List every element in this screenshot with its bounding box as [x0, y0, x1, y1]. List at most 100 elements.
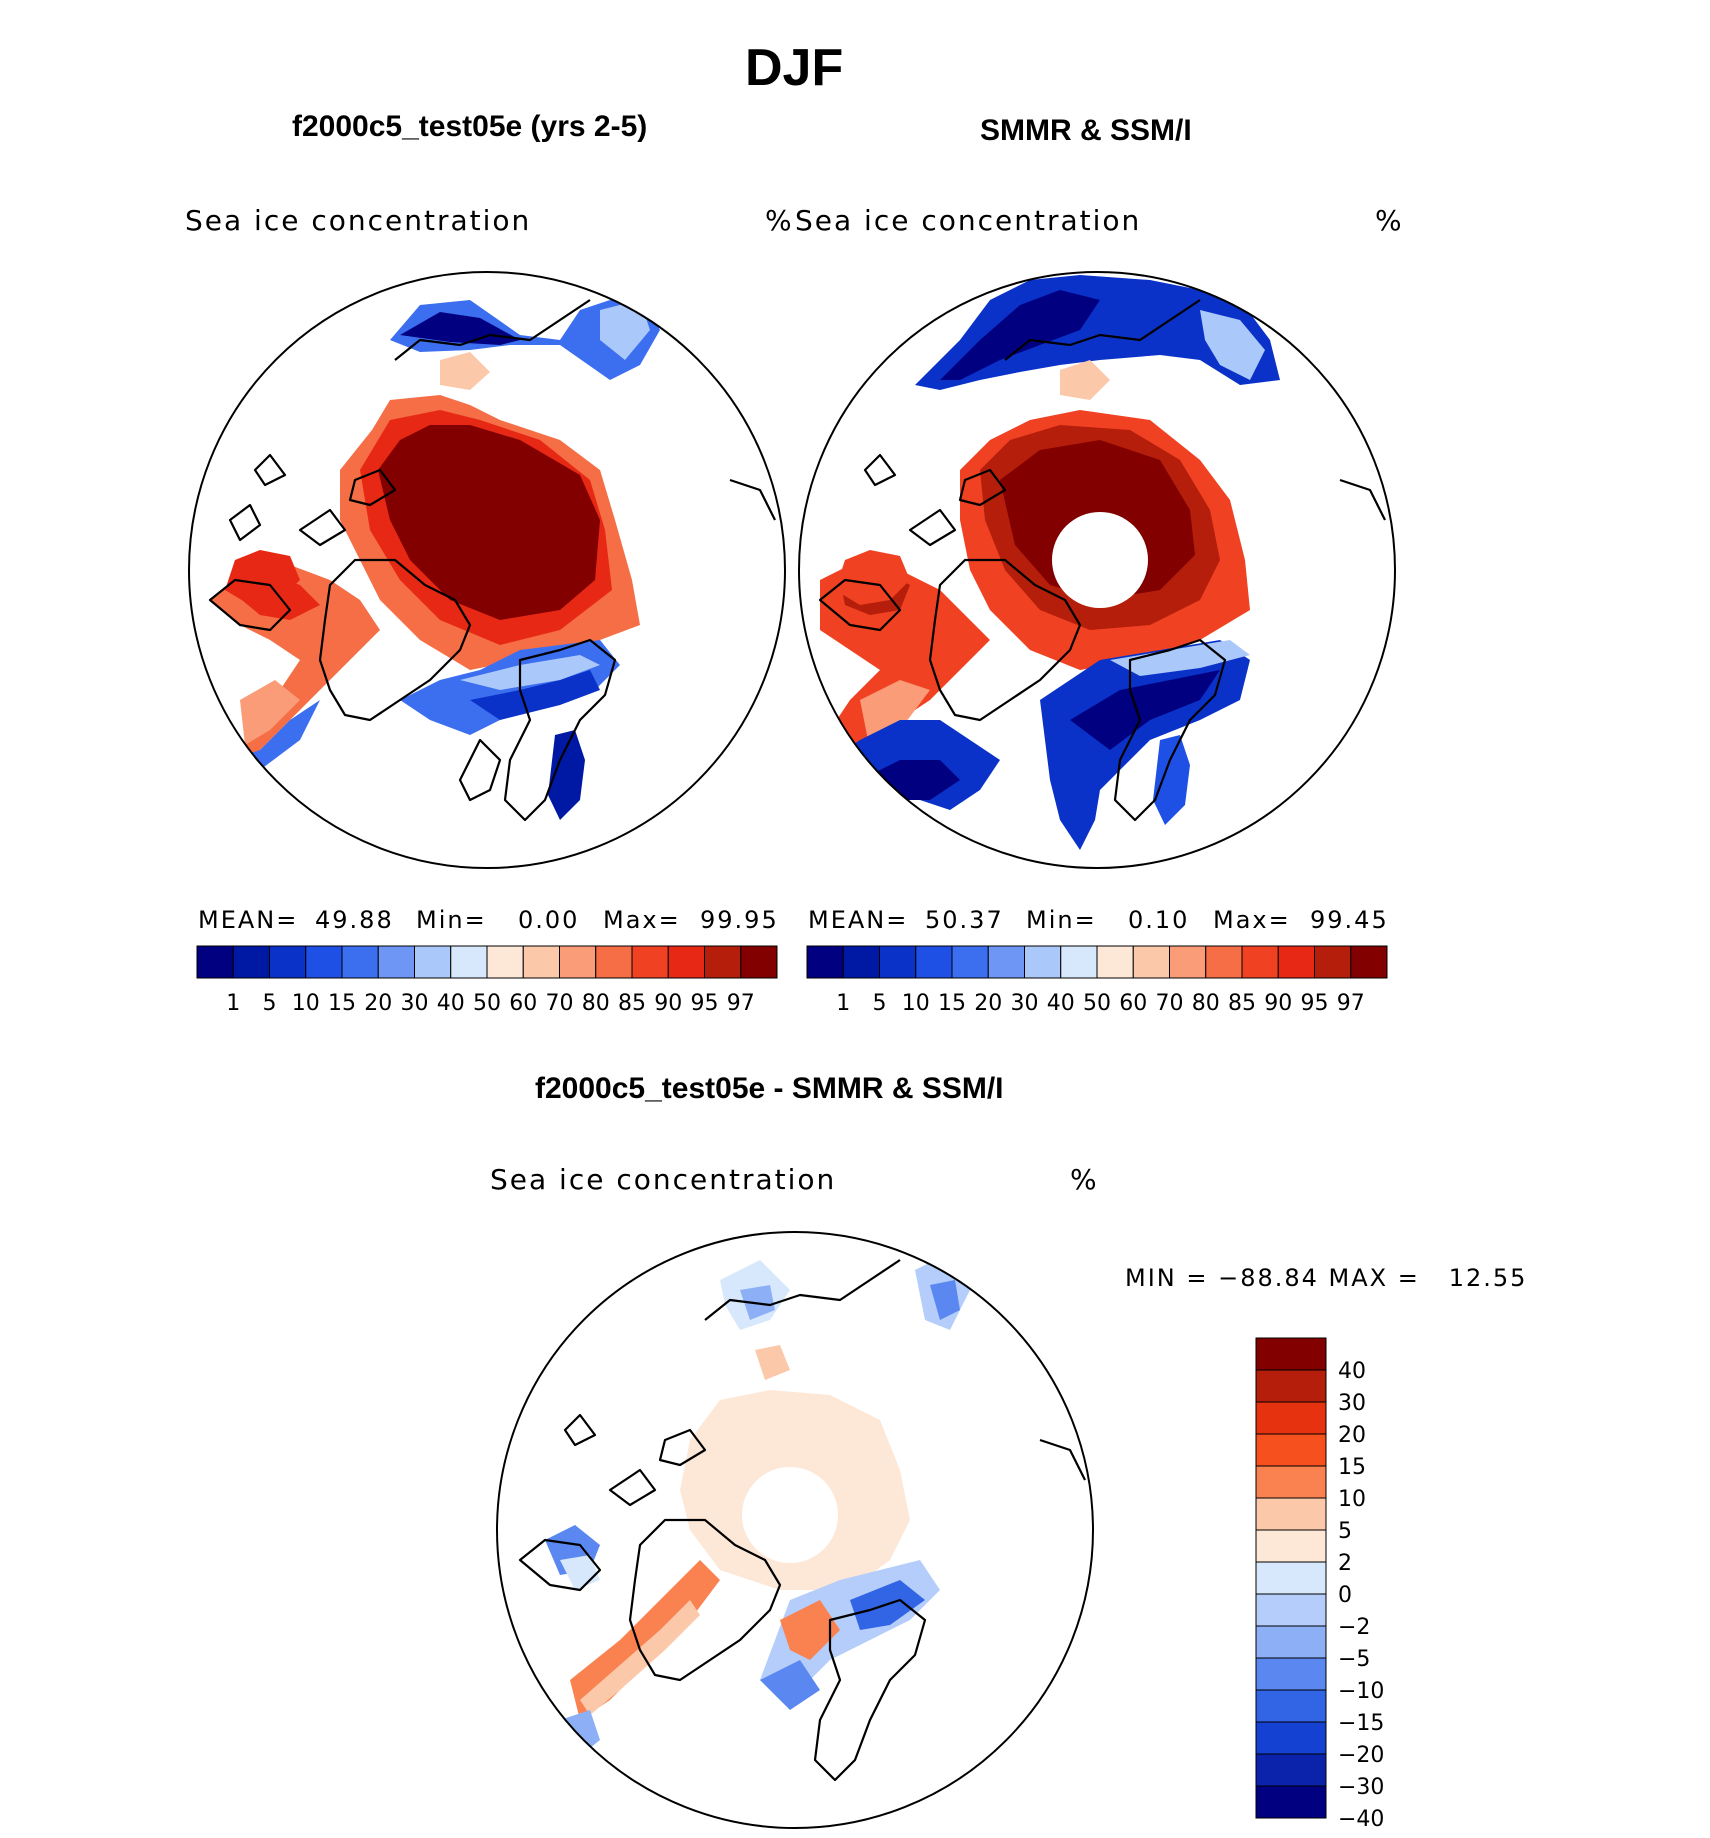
model-colorbar-swatch: [559, 945, 597, 979]
obs-colorbar-swatch: [806, 945, 844, 979]
model-colorbar-tick-label: 20: [364, 991, 392, 1016]
obs-colorbar-tick-label: 20: [974, 991, 1002, 1016]
model-colorbar-tick-label: 85: [618, 991, 646, 1016]
diff-colorbar-tick-label: −30: [1338, 1775, 1384, 1800]
diff-colorbar-swatch: [1255, 1593, 1327, 1627]
obs-max-value: 99.45: [1310, 906, 1389, 934]
season-title: DJF: [745, 39, 844, 97]
obs-colorbar-swatch: [1277, 945, 1315, 979]
diff-colorbar-tick-label: 2: [1338, 1551, 1352, 1576]
obs-colorbar-tick-label: 10: [902, 991, 930, 1016]
diff-colorbar-swatch: [1255, 1433, 1327, 1467]
diff-panel-title: f2000c5_test05e - SMMR & SSM/I: [535, 1072, 1004, 1105]
model-colorbar-tick-label: 5: [263, 991, 277, 1016]
diff-colorbar-swatch: [1255, 1561, 1327, 1595]
diff-colorbar-swatch: [1255, 1465, 1327, 1499]
model-colorbar-swatch: [341, 945, 379, 979]
model-max-value: 99.95: [700, 906, 779, 934]
model-hudson-ice: [225, 550, 300, 605]
model-colorbar-tick-label: 40: [437, 991, 465, 1016]
obs-colorbar-swatch: [879, 945, 917, 979]
model-colorbar: 1 5 10 15 20 30 40 50 60 70 80 85 90 95 97: [196, 945, 778, 1016]
obs-max-label: Max=: [1213, 906, 1291, 934]
model-colorbar-swatch: [232, 945, 270, 979]
diff-colorbar-swatch: [1255, 1625, 1327, 1659]
diff-pole-hole: [742, 1467, 838, 1563]
model-map: [188, 271, 786, 869]
obs-hudson-ice: [835, 550, 910, 605]
model-max-label: Max=: [603, 906, 681, 934]
obs-panel-title: SMMR & SSM/I: [980, 114, 1192, 147]
model-mean-label: MEAN=: [198, 906, 299, 934]
obs-colorbar-swatch: [915, 945, 953, 979]
model-colorbar-tick-label: 1: [226, 991, 240, 1016]
model-colorbar-tick-label: 60: [509, 991, 537, 1016]
diff-colorbar-swatch: [1255, 1657, 1327, 1691]
obs-colorbar-swatch: [1096, 945, 1134, 979]
diff-colorbar-tick-label: 0: [1338, 1583, 1352, 1608]
model-min-label: Min=: [416, 906, 487, 934]
obs-pacific-ice: [915, 275, 1280, 390]
diff-colorbar-swatch: [1255, 1497, 1327, 1531]
model-colorbar-tick-label: 90: [654, 991, 682, 1016]
diff-colorbar-tick-label: −5: [1338, 1647, 1370, 1672]
diff-minmax-text: MIN = −88.84 MAX = 12.55: [1125, 1264, 1528, 1292]
obs-colorbar-tick-label: 40: [1047, 991, 1075, 1016]
model-colorbar-swatch: [631, 945, 669, 979]
model-colorbar-tick-label: 50: [473, 991, 501, 1016]
diff-variable-label: Sea ice concentration: [490, 1163, 837, 1196]
diff-colorbar-swatch: [1255, 1753, 1327, 1787]
model-units-label: %: [765, 204, 794, 237]
model-colorbar-swatch: [704, 945, 742, 979]
model-min-value: 0.00: [518, 906, 580, 934]
obs-colorbar-tick-label: 70: [1156, 991, 1184, 1016]
diff-colorbar-swatch: [1255, 1529, 1327, 1563]
model-colorbar-swatch: [414, 945, 452, 979]
diff-map: [496, 1231, 1094, 1829]
model-colorbar-tick-label: 95: [691, 991, 719, 1016]
model-colorbar-tick-label: 10: [292, 991, 320, 1016]
obs-mean-value: 50.37: [925, 906, 1004, 934]
diff-colorbar-tick-label: −40: [1338, 1807, 1384, 1832]
diff-colorbar-tick-label: 5: [1338, 1519, 1352, 1544]
obs-variable-label: Sea ice concentration: [795, 204, 1142, 237]
obs-colorbar-swatch: [1350, 945, 1388, 979]
diff-colorbar-tick-label: −10: [1338, 1679, 1384, 1704]
obs-mean-label: MEAN=: [808, 906, 909, 934]
obs-colorbar-tick-label: 85: [1228, 991, 1256, 1016]
diff-colorbar-tick-label: −20: [1338, 1743, 1384, 1768]
diff-colorbar-swatch: [1255, 1369, 1327, 1403]
model-colorbar-tick-label: 15: [328, 991, 356, 1016]
model-colorbar-swatch: [667, 945, 705, 979]
obs-pole-hole: [1052, 512, 1148, 608]
diff-units-label: %: [1070, 1163, 1099, 1196]
diff-colorbar-tick-label: 10: [1338, 1487, 1366, 1512]
model-mean-value: 49.88: [315, 906, 394, 934]
model-colorbar-tick-label: 97: [727, 991, 755, 1016]
obs-colorbar-tick-label: 97: [1337, 991, 1365, 1016]
obs-min-label: Min=: [1026, 906, 1097, 934]
obs-colorbar-tick-label: 50: [1083, 991, 1111, 1016]
obs-colorbar-swatch: [1132, 945, 1170, 979]
obs-colorbar-swatch: [987, 945, 1025, 979]
model-colorbar-swatch: [450, 945, 488, 979]
obs-colorbar-tick-label: 15: [938, 991, 966, 1016]
obs-min-value: 0.10: [1128, 906, 1190, 934]
obs-colorbar-tick-label: 95: [1301, 991, 1329, 1016]
model-colorbar-swatch: [269, 945, 307, 979]
obs-colorbar-swatch: [1060, 945, 1098, 979]
model-colorbar-swatch: [196, 945, 234, 979]
model-colorbar-swatch: [305, 945, 343, 979]
diff-colorbar-tick-label: −15: [1338, 1711, 1384, 1736]
obs-colorbar-tick-label: 90: [1264, 991, 1292, 1016]
diff-colorbar-tick-label: −2: [1338, 1615, 1370, 1640]
obs-colorbar-swatch: [1205, 945, 1243, 979]
obs-colorbar-swatch: [842, 945, 880, 979]
obs-colorbar: 1 5 10 15 20 30 40 50 60 70 80 85 90 95 97: [806, 945, 1388, 1016]
obs-baffin-ice: [820, 560, 990, 790]
obs-units-label: %: [1375, 204, 1404, 237]
diff-colorbar-tick-label: 15: [1338, 1455, 1366, 1480]
model-colorbar-swatch: [740, 945, 778, 979]
